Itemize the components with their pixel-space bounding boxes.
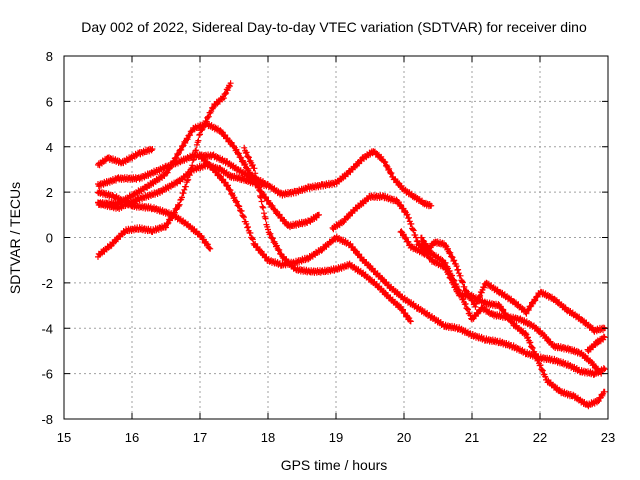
x-tick-label: 19 <box>329 430 343 445</box>
y-tick-label: 6 <box>46 94 53 109</box>
series-track-9 <box>241 144 414 325</box>
x-axis-title: GPS time / hours <box>281 457 388 473</box>
x-tick-label: 15 <box>57 430 71 445</box>
x-tick-label: 18 <box>261 430 275 445</box>
series-points <box>241 144 414 325</box>
series-points <box>397 228 608 335</box>
series-points <box>95 148 377 212</box>
y-tick-label: -8 <box>41 412 53 427</box>
y-tick-label: 0 <box>46 231 53 246</box>
series-track-11 <box>397 228 608 335</box>
x-tick-label: 22 <box>533 430 547 445</box>
series-track-6 <box>95 148 377 212</box>
axes-ticks: 15 16 17 18 19 20 21 22 23 -8 -6 -4 -2 0 2 4 6 8 <box>41 49 615 445</box>
series-track-12 <box>418 234 605 377</box>
series-track-13 <box>584 333 608 355</box>
y-tick-label: -6 <box>41 367 53 382</box>
y-tick-label: -4 <box>41 321 53 336</box>
series-points <box>370 148 435 210</box>
x-tick-label: 21 <box>465 430 479 445</box>
chart-title: Day 002 of 2022, Sidereal Day-to-day VTE… <box>81 19 587 35</box>
x-tick-label: 16 <box>125 430 139 445</box>
x-tick-label: 23 <box>601 430 615 445</box>
x-tick-label: 20 <box>397 430 411 445</box>
series-track-1 <box>95 145 156 169</box>
series-track-7 <box>370 148 435 210</box>
x-tick-label: 17 <box>193 430 207 445</box>
data-points <box>95 80 608 410</box>
series-points <box>95 145 156 169</box>
series-points <box>418 234 605 377</box>
y-tick-label: 4 <box>46 140 53 155</box>
y-tick-label: 8 <box>46 49 53 64</box>
y-tick-label: -2 <box>41 276 53 291</box>
y-tick-label: 2 <box>46 185 53 200</box>
series-points <box>584 333 608 355</box>
y-axis-title: SDTVAR / TECUs <box>7 182 23 294</box>
